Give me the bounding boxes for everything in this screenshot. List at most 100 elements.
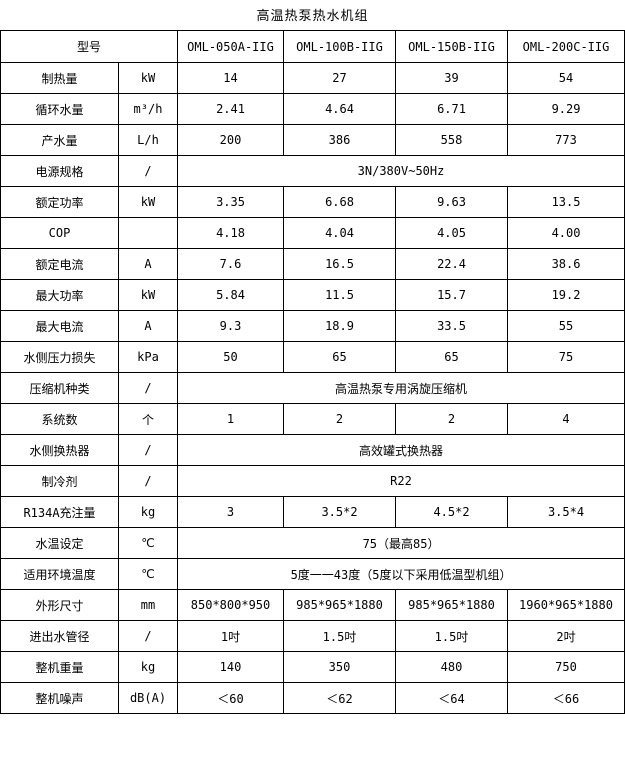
row-value: 2.41 [177,93,285,125]
row-label: 循环水量 [0,93,119,125]
row-value: 850*800*950 [177,589,285,621]
row-value: 4.18 [177,217,285,249]
table-row: 系统数个 1 2 2 4 [0,403,625,435]
model-name: OML-200C-IIG [507,30,625,63]
row-label: 压缩机种类 [0,372,119,404]
row-value: 4.04 [283,217,397,249]
row-unit: kW [117,62,179,94]
row-unit: / [117,620,179,652]
row-value: 2 [283,403,397,435]
row-value: 2 [395,403,509,435]
row-label: 外形尺寸 [0,589,119,621]
row-value: 4.64 [283,93,397,125]
table-row: 水侧压力损失 kPa 50 65 65 75 [0,341,625,373]
row-value: 558 [395,124,509,156]
row-label: 最大功率 [0,279,119,311]
row-value: 38.6 [507,248,625,280]
table-row: 最大功率 kW 5.84 11.5 15.7 19.2 [0,279,625,311]
row-unit: mm [117,589,179,621]
row-value-span: 5度一一43度（5度以下采用低温型机组） [177,558,625,590]
model-name: OML-050A-IIG [177,30,285,63]
row-unit: dB(A) [117,682,179,714]
row-value: 4.00 [507,217,625,249]
row-unit [117,217,179,249]
page-title: 高温热泵热水机组 [256,9,369,24]
table-row: R134A充注量 kg 3 3.5*2 4.5*2 3.5*4 [0,496,625,528]
row-unit: 个 [117,403,179,435]
row-value: ＜66 [507,682,625,714]
row-value-span: R22 [177,465,625,497]
row-value-span: 高温热泵专用涡旋压缩机 [177,372,625,404]
row-value: 350 [283,651,397,683]
row-label: 产水量 [0,124,119,156]
row-value: 4 [507,403,625,435]
table-row: 水侧换热器 / 高效罐式换热器 [0,434,625,466]
table-row: 水温设定 ℃ 75（最高85） [0,527,625,559]
row-unit: kW [117,279,179,311]
row-value-span: 高效罐式换热器 [177,434,625,466]
row-value: ＜60 [177,682,285,714]
row-value-span: 3N/380V~50Hz [177,155,625,187]
table-row: 制热量 kW 14 27 39 54 [0,62,625,94]
table-row: 最大电流 A 9.3 18.9 33.5 55 [0,310,625,342]
row-value: 39 [395,62,509,94]
row-label: 水侧压力损失 [0,341,119,373]
row-value: 985*965*1880 [283,589,397,621]
row-value: 65 [395,341,509,373]
row-value-span: 75（最高85） [177,527,625,559]
row-value: 480 [395,651,509,683]
row-value: 15.7 [395,279,509,311]
row-label: 适用环境温度 [0,558,119,590]
row-value: 750 [507,651,625,683]
model-name: OML-150B-IIG [395,30,509,63]
row-label: COP [0,217,119,249]
row-unit: kg [117,651,179,683]
row-value: 1.5吋 [283,620,397,652]
row-unit: ℃ [117,527,179,559]
row-unit: kW [117,186,179,218]
table-row: 制冷剂 / R22 [0,465,625,497]
row-value: 13.5 [507,186,625,218]
row-unit: kPa [117,341,179,373]
spec-table-body: 制热量 kW 14 27 39 54 循环水量 m³/h 2.41 4.64 6.71 9.29 产水量… [0,62,625,714]
row-value: 9.29 [507,93,625,125]
row-value: 18.9 [283,310,397,342]
row-value: 33.5 [395,310,509,342]
row-value: ＜62 [283,682,397,714]
row-unit: A [117,248,179,280]
row-label: 整机噪声 [0,682,119,714]
row-value: 55 [507,310,625,342]
table-row: 整机噪声 dB(A) ＜60 ＜62 ＜64 ＜66 [0,682,625,714]
row-unit: / [117,372,179,404]
table-row: COP 4.18 4.04 4.05 4.00 [0,217,625,249]
row-label: 制热量 [0,62,119,94]
spec-table: 型号 OML-050A-IIG OML-100B-IIG OML-150B-II… [0,30,625,714]
row-value: 1 [177,403,285,435]
row-unit: / [117,465,179,497]
row-unit: / [117,155,179,187]
row-label: R134A充注量 [0,496,119,528]
row-value: 985*965*1880 [395,589,509,621]
row-value: 773 [507,124,625,156]
row-label: 进出水管径 [0,620,119,652]
row-value: 140 [177,651,285,683]
table-row: 额定电流 A 7.6 16.5 22.4 38.6 [0,248,625,280]
table-row: 外形尺寸 mm 850*800*950 985*965*1880 985*965*188… [0,589,625,621]
row-value: 50 [177,341,285,373]
table-header-row: 型号 OML-050A-IIG OML-100B-IIG OML-150B-II… [0,30,625,63]
row-value: 3.5*2 [283,496,397,528]
row-value: 14 [177,62,285,94]
row-value: 16.5 [283,248,397,280]
row-value: 19.2 [507,279,625,311]
row-value: 54 [507,62,625,94]
row-value: 2吋 [507,620,625,652]
row-value: 27 [283,62,397,94]
row-value: 1960*965*1880 [507,589,625,621]
table-row: 额定功率 kW 3.35 6.68 9.63 13.5 [0,186,625,218]
row-value: 3.5*4 [507,496,625,528]
row-value: 65 [283,341,397,373]
row-value: 200 [177,124,285,156]
table-row: 电源规格/3N/380V~50Hz [0,155,625,187]
row-value: 1.5吋 [395,620,509,652]
